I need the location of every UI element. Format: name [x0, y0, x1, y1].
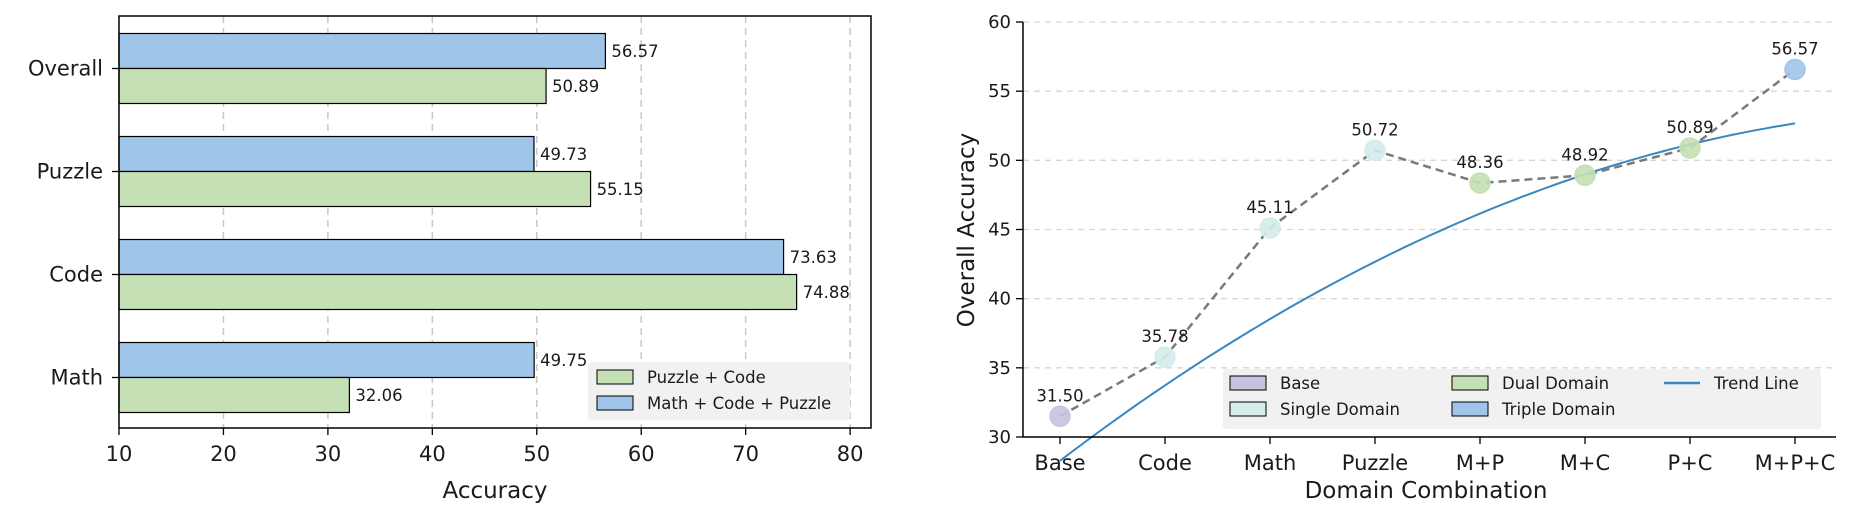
right-points: 31.50 35.78 45.11 50.72 48.36 48.92 50.89 56.57 — [1036, 39, 1819, 427]
left-legend: Puzzle + Code Math + Code + Puzzle — [588, 362, 850, 420]
right-x-tick-label-m-p: M+P — [1456, 451, 1504, 475]
legend-label-triple-domain: Triple Domain — [1501, 400, 1616, 419]
left-x-tick-label: 10 — [106, 442, 133, 466]
bar-puzzle-code-overall — [118, 67, 547, 105]
right-y-axis-label: Overall Accuracy — [954, 133, 980, 328]
right-y-tick-label: 40 — [988, 289, 1011, 310]
right-x-tick-label-base: Base — [1034, 451, 1085, 475]
point-value-label: 31.50 — [1036, 386, 1083, 405]
left-gridlines — [222, 16, 851, 428]
left-legend-box — [588, 362, 850, 420]
right-x-tick-label-m-p-c: M+P+C — [1755, 451, 1836, 475]
point-code — [1154, 346, 1176, 368]
right-y-tick-label: 55 — [988, 81, 1011, 102]
left-y-tick-label-math: Math — [50, 366, 103, 390]
left-y-tick-label-puzzle: Puzzle — [37, 160, 103, 184]
left-bars: 56.57 50.89 49.73 55.15 73.63 74.88 49.75 32.06 — [118, 32, 850, 414]
point-value-label: 35.78 — [1141, 327, 1188, 346]
bar-math-code-puzzle-overall — [118, 32, 606, 70]
left-y-ticks: Overall Puzzle Code Math — [28, 57, 119, 390]
left-y-tick-label-code: Code — [49, 263, 103, 287]
bar-puzzle-code-math — [118, 376, 351, 414]
left-x-tick-label: 50 — [523, 442, 550, 466]
bar-math-code-puzzle-code — [118, 238, 785, 276]
bar-value-label: 56.57 — [611, 42, 658, 61]
right-gridlines — [1023, 21, 1836, 369]
left-x-tick-label: 60 — [628, 442, 655, 466]
legend-label-base: Base — [1280, 374, 1320, 393]
left-plot-frame — [118, 15, 872, 429]
left-x-tick-label: 30 — [315, 442, 342, 466]
left-bar-chart: 56.57 50.89 49.73 55.15 73.63 74.88 49.75 32.06… — [28, 15, 872, 504]
point-p-c — [1679, 137, 1701, 159]
legend-label-math-code-puzzle: Math + Code + Puzzle — [647, 394, 831, 413]
connector-dashed-line — [1059, 68, 1796, 418]
left-x-ticks: 10 20 30 40 50 60 70 80 — [106, 428, 864, 466]
legend-label-puzzle-code: Puzzle + Code — [647, 368, 766, 387]
legend-swatch-single-domain — [1229, 401, 1267, 417]
bar-value-label: 32.06 — [355, 386, 402, 405]
left-x-tick-label: 70 — [732, 442, 759, 466]
point-puzzle — [1364, 139, 1386, 162]
point-value-label: 50.89 — [1666, 118, 1713, 137]
legend-swatch-math-code-puzzle — [596, 395, 634, 411]
right-y-ticks: 30 35 40 45 50 55 60 — [988, 12, 1023, 448]
legend-label-trend-line: Trend Line — [1713, 374, 1799, 393]
bar-puzzle-code-code — [118, 273, 798, 311]
legend-label-single-domain: Single Domain — [1280, 400, 1400, 419]
right-y-tick-label: 30 — [988, 427, 1011, 448]
point-math — [1259, 217, 1281, 239]
point-m-p-c — [1784, 58, 1806, 81]
bar-value-label: 55.15 — [597, 180, 644, 199]
left-x-tick-label: 80 — [837, 442, 864, 466]
legend-swatch-base — [1229, 375, 1267, 391]
right-y-tick-label: 50 — [988, 150, 1011, 171]
right-x-tick-label-puzzle: Puzzle — [1342, 451, 1408, 475]
legend-swatch-puzzle-code — [596, 369, 634, 385]
bar-value-label: 49.73 — [540, 145, 587, 164]
right-x-tick-label-p-c: P+C — [1668, 451, 1713, 475]
left-x-axis-label: Accuracy — [442, 478, 547, 504]
right-scatter-chart: 31.50 35.78 45.11 50.72 48.36 48.92 50.89 56.57… — [954, 12, 1836, 504]
bar-value-label: 73.63 — [790, 248, 837, 267]
right-x-tick-label-m-c: M+C — [1560, 451, 1610, 475]
trend-line — [1059, 122, 1796, 462]
bar-value-label: 74.88 — [803, 283, 850, 302]
point-m-p — [1469, 172, 1491, 194]
legend-label-dual-domain: Dual Domain — [1502, 374, 1609, 393]
right-y-tick-label: 60 — [988, 12, 1011, 33]
point-m-c — [1574, 164, 1596, 187]
right-x-tick-label-math: Math — [1244, 451, 1297, 475]
bar-value-label: 50.89 — [552, 77, 599, 96]
right-x-tick-label-code: Code — [1138, 451, 1192, 475]
bar-puzzle-code-puzzle — [118, 170, 592, 208]
point-value-label: 56.57 — [1771, 39, 1818, 58]
point-value-label: 48.92 — [1561, 145, 1608, 164]
right-legend: Base Single Domain Dual Domain Triple Domai… — [1223, 369, 1821, 429]
bar-value-label: 49.75 — [540, 351, 587, 370]
left-x-tick-label: 20 — [210, 442, 237, 466]
right-y-tick-label: 45 — [988, 220, 1011, 241]
left-x-tick-label: 40 — [419, 442, 446, 466]
right-y-tick-label: 35 — [988, 358, 1011, 379]
legend-swatch-triple-domain — [1451, 401, 1489, 417]
bar-math-code-puzzle-math — [118, 341, 535, 379]
point-base — [1049, 405, 1071, 427]
bar-math-code-puzzle-puzzle — [118, 135, 535, 173]
point-value-label: 45.11 — [1246, 198, 1293, 217]
right-x-axis-label: Domain Combination — [1305, 478, 1548, 504]
right-x-ticks: Base Code Math Puzzle M+P M+C P+C M+P+C — [1034, 437, 1835, 475]
point-value-label: 48.36 — [1456, 153, 1503, 172]
point-value-label: 50.72 — [1351, 120, 1398, 139]
legend-swatch-dual-domain — [1451, 375, 1489, 391]
left-y-tick-label-overall: Overall — [28, 57, 103, 81]
